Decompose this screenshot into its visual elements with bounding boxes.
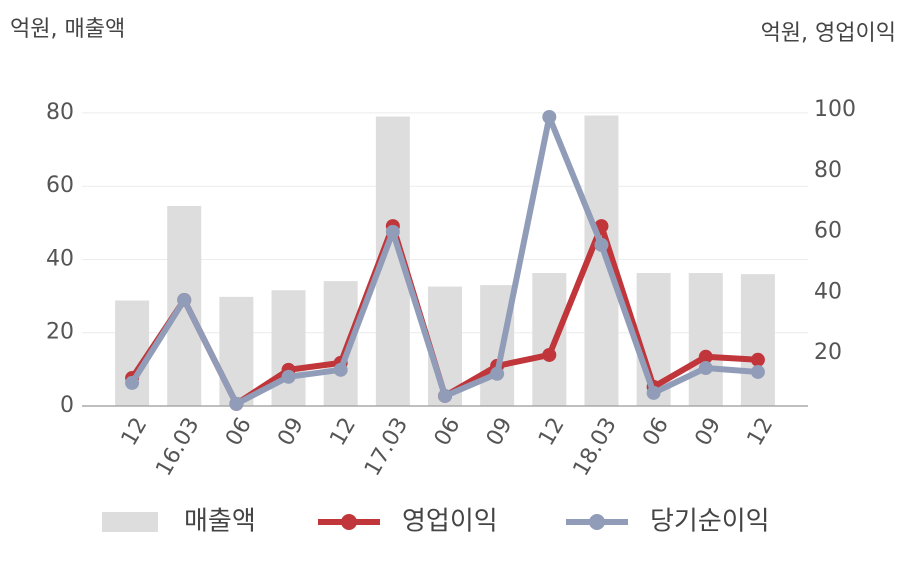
point (177, 292, 192, 307)
y2-tick-label: 80 (814, 158, 842, 183)
legend-label: 당기순이익 (650, 507, 770, 537)
x-tick-label: 18.03 (569, 414, 622, 481)
point (281, 369, 296, 384)
bar (688, 273, 723, 406)
point (750, 352, 765, 367)
point (229, 396, 244, 411)
point (438, 388, 452, 403)
bar (532, 273, 567, 406)
bar (219, 296, 254, 406)
legend-label: 매출액 (184, 507, 256, 537)
x-tick-label: 17.03 (360, 414, 413, 481)
x-tick-label: 12 (743, 414, 779, 451)
legend-swatch (102, 512, 158, 532)
bar (740, 274, 775, 406)
x-tick-label: 09 (482, 413, 518, 450)
legend-swatch (341, 514, 357, 530)
x-tick-label: 06 (221, 414, 257, 451)
legend-swatch (589, 514, 605, 530)
point (333, 362, 348, 377)
lines (125, 109, 765, 411)
point (698, 349, 713, 364)
y-tick-label: 60 (46, 173, 74, 198)
x-tick-label: 16.03 (151, 414, 204, 481)
x-tick-label: 12 (117, 414, 153, 451)
y2-tick-label: 40 (814, 279, 842, 304)
y2-tick-label: 100 (814, 97, 856, 122)
legend: 매출액 영업이익 당기순이익 (102, 507, 770, 537)
x-tick-label: 12 (534, 414, 570, 451)
y2-tick-label: 60 (814, 219, 842, 244)
point (385, 224, 400, 239)
y-tick-label: 80 (46, 100, 74, 125)
x-tick-label: 09 (273, 414, 309, 451)
point (750, 364, 765, 379)
point (542, 347, 557, 362)
x-tick-label: 06 (638, 414, 674, 451)
point (490, 366, 505, 381)
point (594, 237, 609, 252)
y-axis-title: 억원, 매출액 (10, 17, 125, 42)
point (646, 385, 661, 400)
x-tick-label: 09 (691, 414, 727, 451)
y-tick-label: 0 (60, 393, 74, 418)
point (125, 375, 140, 390)
point (542, 109, 557, 124)
point (698, 361, 713, 376)
y2-axis-title: 억원, 영업이익 (761, 21, 896, 46)
x-tick-label: 12 (325, 414, 361, 451)
y-tick-label: 20 (46, 320, 74, 345)
legend-label: 영업이익 (402, 507, 498, 537)
bar (271, 290, 306, 406)
bar (115, 300, 150, 406)
y-tick-label: 40 (46, 246, 74, 271)
y2-tick-label: 20 (814, 340, 842, 365)
bars (115, 115, 775, 407)
x-tick-label: 06 (430, 414, 466, 451)
